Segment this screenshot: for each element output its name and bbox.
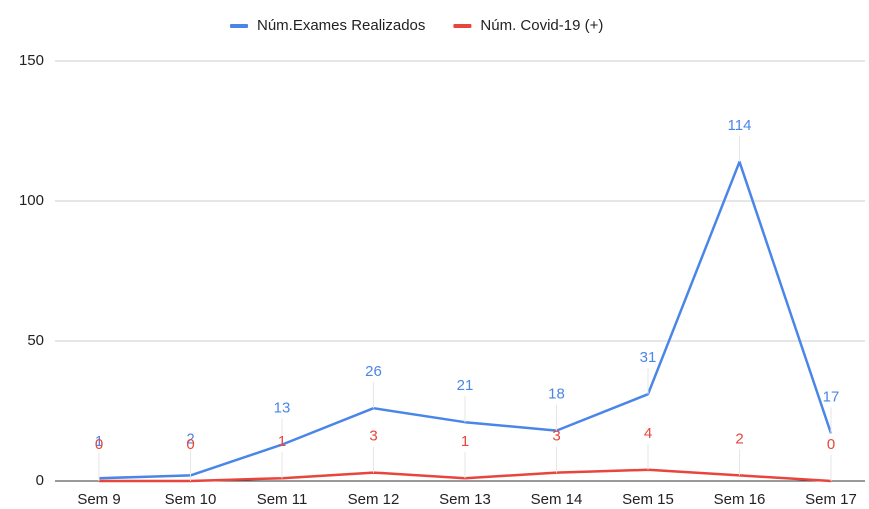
x-tick-label: Sem 17 [805,491,857,508]
data-label: 13 [274,400,291,417]
data-label: 114 [728,117,752,134]
data-label: 18 [548,386,565,403]
legend-swatch [230,24,248,28]
data-label: 0 [186,436,194,453]
data-label: 3 [552,428,560,445]
x-tick-label: Sem 9 [77,491,120,508]
y-tick-label: 100 [19,192,44,209]
x-tick-label: Sem 11 [257,491,308,508]
data-label: 0 [827,436,835,453]
data-label: 4 [644,425,652,442]
data-label: 31 [640,349,657,366]
data-label: 3 [369,428,377,445]
legend-label: Núm.Exames Realizados [257,17,425,34]
data-label: 1 [278,433,286,450]
data-label: 1 [95,433,103,450]
x-tick-label: Sem 12 [348,491,400,508]
x-tick-label: Sem 15 [622,491,674,508]
y-tick-label: 50 [27,332,44,349]
data-label: 2 [186,430,194,447]
data-label: 1 [461,433,469,450]
x-tick-label: Sem 14 [531,491,583,508]
y-tick-label: 150 [19,52,44,69]
y-tick-label: 0 [36,472,44,489]
data-label: 0 [95,436,103,453]
series-line [98,160,833,480]
x-tick-label: Sem 10 [165,491,217,508]
data-label: 26 [365,363,382,380]
x-tick-label: Sem 16 [714,491,766,508]
data-label: 21 [457,377,474,394]
data-label: 2 [735,430,743,447]
x-tick-label: Sem 13 [439,491,491,508]
legend-swatch [453,24,472,28]
data-label: 17 [823,388,840,405]
legend-label: Núm. Covid-19 (+) [480,17,603,34]
